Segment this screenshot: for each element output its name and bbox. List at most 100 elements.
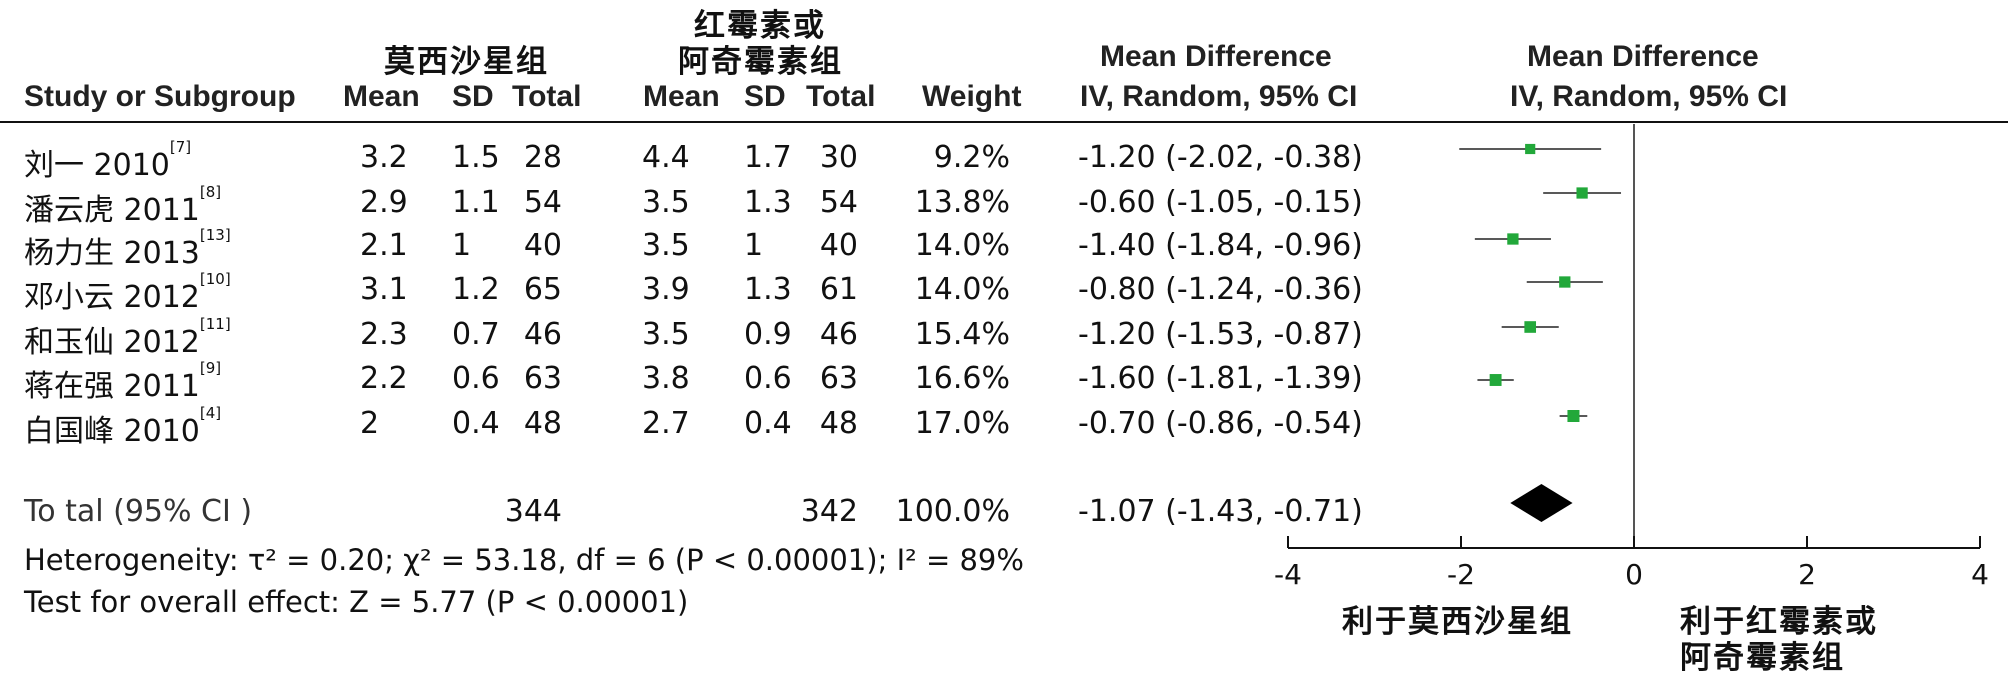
exp-sd: 1.2 [452, 272, 500, 307]
study-name: 刘一 2010[7] [24, 138, 192, 184]
exp-sd: 0.7 [452, 317, 500, 352]
exp-mean-header: Mean [343, 80, 420, 113]
weight: 14.0% [914, 272, 1010, 307]
exp-total: 28 [523, 140, 562, 175]
ctrl-mean: 4.4 [642, 140, 690, 175]
study-name: 和玉仙 2012[11] [24, 315, 231, 361]
ctrl-total: 54 [819, 185, 858, 220]
exp-sd: 0.6 [452, 361, 500, 396]
plot-column-subtitle: IV, Random, 95% CI [1510, 80, 1788, 113]
md-ci: -1.60 (-1.81, -1.39) [1078, 361, 1363, 396]
ctrl-sd: 1.3 [744, 272, 792, 307]
favours-right-label-line1: 利于红霉素或 [1680, 604, 1878, 640]
study-reference: [4] [199, 404, 222, 422]
control-group-header-line2: 阿奇霉素组 [678, 44, 843, 80]
point-estimate [1567, 410, 1580, 422]
study-reference: [11] [199, 315, 231, 333]
ctrl-sd: 0.6 [744, 361, 792, 396]
md-ci: -0.60 (-1.05, -0.15) [1078, 185, 1363, 220]
weight: 13.8% [914, 185, 1010, 220]
ctrl-total: 63 [819, 361, 858, 396]
ctrl-mean: 3.5 [642, 317, 690, 352]
x-tick-label: -4 [1274, 558, 1302, 591]
md-ci: -1.40 (-1.84, -0.96) [1078, 228, 1363, 263]
weight: 15.4% [914, 317, 1010, 352]
heterogeneity-text: Heterogeneity: τ² = 0.20; χ² = 53.18, df… [24, 543, 1024, 577]
study-name-text: 刘一 2010 [24, 148, 170, 183]
study-reference: [13] [199, 226, 231, 244]
ctrl-mean: 3.5 [642, 185, 690, 220]
md-ci: -1.20 (-1.53, -0.87) [1078, 317, 1363, 352]
x-tick-label: 2 [1798, 558, 1816, 591]
md-ci: -0.80 (-1.24, -0.36) [1078, 272, 1363, 307]
x-tick-label: -2 [1447, 558, 1475, 591]
ctrl-mean: 3.5 [642, 228, 690, 263]
header-divider [0, 121, 2008, 123]
exp-mean: 2.1 [360, 228, 408, 263]
study-name-text: 蒋在强 2011 [24, 369, 200, 404]
ctrl-total: 46 [819, 317, 858, 352]
favours-right-label-line2: 阿奇霉素组 [1680, 640, 1845, 676]
exp-total-header: Total [512, 80, 582, 113]
ctrl-mean: 3.8 [642, 361, 690, 396]
study-name: 白国峰 2010[4] [24, 404, 222, 450]
md-ci: -1.20 (-2.02, -0.38) [1078, 140, 1363, 175]
weight-header: Weight [922, 80, 1022, 113]
exp-sd: 0.4 [452, 406, 500, 441]
weight: 9.2% [933, 140, 1010, 175]
exp-mean: 2.3 [360, 317, 408, 352]
experimental-group-header: 莫西沙星组 [384, 44, 549, 80]
weight: 17.0% [914, 406, 1010, 441]
exp-sd: 1 [452, 228, 472, 263]
md-ci: -0.70 (-0.86, -0.54) [1078, 406, 1363, 441]
study-name-text: 邓小云 2012 [24, 280, 200, 315]
ctrl-sd: 1.7 [744, 140, 792, 175]
overall-effect-text: Test for overall effect: Z = 5.77 (P < 0… [24, 585, 689, 619]
study-reference: [10] [199, 270, 231, 288]
exp-sd-header: SD [452, 80, 494, 113]
plot-column-title: Mean Difference [1527, 40, 1759, 73]
favours-left-label: 利于莫西沙星组 [1342, 604, 1573, 640]
point-estimate [1489, 374, 1502, 386]
exp-mean: 3.2 [360, 140, 408, 175]
ctrl-total: 61 [819, 272, 858, 307]
study-name: 潘云虎 2011[8] [24, 183, 221, 229]
exp-total: 40 [523, 228, 562, 263]
exp-mean: 2 [360, 406, 380, 441]
study-reference: [9] [199, 359, 222, 377]
study-name-text: 杨力生 2013 [24, 236, 200, 271]
ctrl-sd: 0.9 [744, 317, 792, 352]
ctrl-total-header: Total [806, 80, 876, 113]
control-group-header-line1: 红霉素或 [694, 8, 826, 44]
md-column-title: Mean Difference [1100, 40, 1332, 73]
exp-mean: 2.2 [360, 361, 408, 396]
point-estimate [1559, 276, 1571, 288]
point-estimate [1507, 233, 1519, 245]
ctrl-total: 40 [819, 228, 858, 263]
exp-sd: 1.1 [452, 185, 500, 220]
md-column-subtitle: IV, Random, 95% CI [1080, 80, 1358, 113]
exp-total: 48 [523, 406, 562, 441]
ctrl-mean-header: Mean [643, 80, 720, 113]
study-name-text: 和玉仙 2012 [24, 325, 200, 360]
weight: 16.6% [914, 361, 1010, 396]
ctrl-total: 48 [819, 406, 858, 441]
study-reference: [7] [169, 138, 192, 156]
point-estimate [1525, 143, 1536, 155]
total-ctrl-count: 342 [800, 494, 858, 529]
total-label: To tal (95% CI ) [24, 494, 253, 529]
exp-total: 65 [523, 272, 562, 307]
point-estimate [1576, 187, 1588, 199]
ctrl-mean: 3.9 [642, 272, 690, 307]
ctrl-sd: 1 [744, 228, 764, 263]
study-name: 邓小云 2012[10] [24, 270, 231, 316]
x-tick-label: 0 [1625, 558, 1643, 591]
exp-sd: 1.5 [452, 140, 500, 175]
weight: 14.0% [914, 228, 1010, 263]
pooled-diamond [1510, 484, 1573, 522]
study-name: 蒋在强 2011[9] [24, 359, 222, 405]
exp-total: 63 [523, 361, 562, 396]
x-tick-label: 4 [1971, 558, 1989, 591]
ctrl-sd-header: SD [744, 80, 786, 113]
